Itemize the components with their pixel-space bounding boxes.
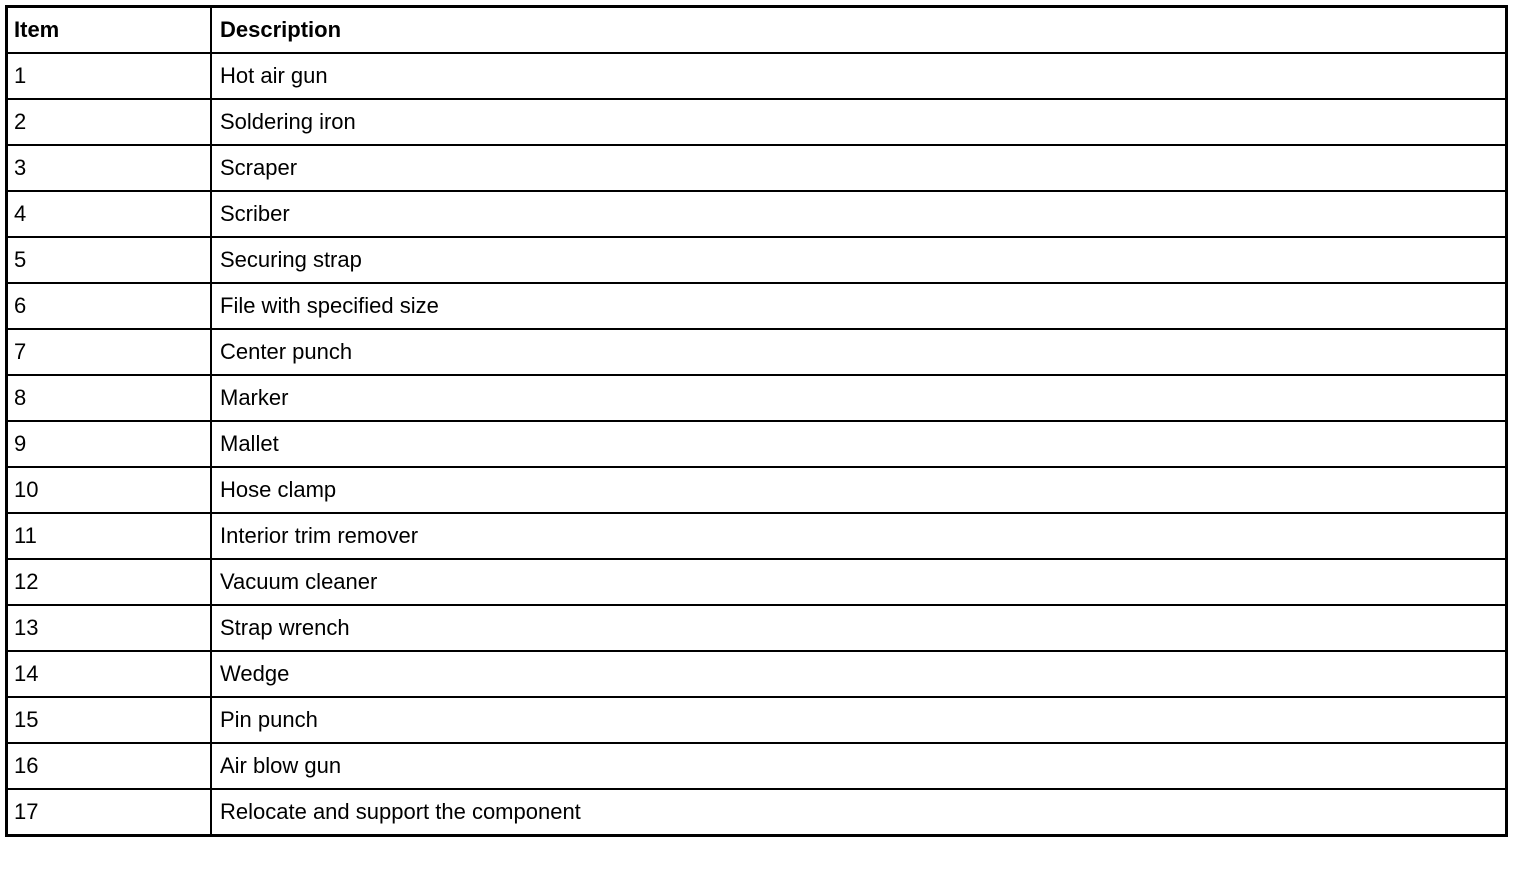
description-cell: Interior trim remover [210, 512, 1508, 560]
item-cell: 10 [5, 466, 212, 514]
item-cell: 14 [5, 650, 212, 698]
description-cell: Pin punch [210, 696, 1508, 744]
header-row: Item Description [5, 5, 1508, 54]
table-row: 11 Interior trim remover [5, 512, 1508, 560]
description-cell: Scriber [210, 190, 1508, 238]
description-cell: Air blow gun [210, 742, 1508, 790]
item-cell: 2 [5, 98, 212, 146]
item-cell: 4 [5, 190, 212, 238]
description-cell: Relocate and support the component [210, 788, 1508, 837]
table-row: 8 Marker [5, 374, 1508, 422]
table-row: 10 Hose clamp [5, 466, 1508, 514]
tools-table: Item Description 1 Hot air gun 2 Soldering … [5, 5, 1508, 837]
item-cell: 11 [5, 512, 212, 560]
item-cell: 8 [5, 374, 212, 422]
item-cell: 16 [5, 742, 212, 790]
item-cell: 1 [5, 52, 212, 100]
header-item: Item [5, 5, 212, 54]
table-row: 12 Vacuum cleaner [5, 558, 1508, 606]
table-row: 2 Soldering iron [5, 98, 1508, 146]
description-cell: Soldering iron [210, 98, 1508, 146]
table-row: 14 Wedge [5, 650, 1508, 698]
item-cell: 6 [5, 282, 212, 330]
table-row: 17 Relocate and support the component [5, 788, 1508, 837]
description-cell: Vacuum cleaner [210, 558, 1508, 606]
description-cell: Hose clamp [210, 466, 1508, 514]
item-cell: 5 [5, 236, 212, 284]
item-cell: 12 [5, 558, 212, 606]
description-cell: Securing strap [210, 236, 1508, 284]
table-row: 1 Hot air gun [5, 52, 1508, 100]
description-cell: Strap wrench [210, 604, 1508, 652]
description-cell: Mallet [210, 420, 1508, 468]
table-row: 16 Air blow gun [5, 742, 1508, 790]
item-cell: 13 [5, 604, 212, 652]
item-cell: 17 [5, 788, 212, 837]
item-cell: 9 [5, 420, 212, 468]
table-row: 6 File with specified size [5, 282, 1508, 330]
table-row: 5 Securing strap [5, 236, 1508, 284]
table-row: 9 Mallet [5, 420, 1508, 468]
item-cell: 7 [5, 328, 212, 376]
description-cell: Hot air gun [210, 52, 1508, 100]
description-cell: File with specified size [210, 282, 1508, 330]
description-cell: Center punch [210, 328, 1508, 376]
header-description: Description [210, 5, 1508, 54]
description-cell: Wedge [210, 650, 1508, 698]
item-cell: 3 [5, 144, 212, 192]
table-row: 7 Center punch [5, 328, 1508, 376]
description-cell: Scraper [210, 144, 1508, 192]
table-row: 4 Scriber [5, 190, 1508, 238]
table-row: 15 Pin punch [5, 696, 1508, 744]
table-row: 3 Scraper [5, 144, 1508, 192]
description-cell: Marker [210, 374, 1508, 422]
item-cell: 15 [5, 696, 212, 744]
table-row: 13 Strap wrench [5, 604, 1508, 652]
